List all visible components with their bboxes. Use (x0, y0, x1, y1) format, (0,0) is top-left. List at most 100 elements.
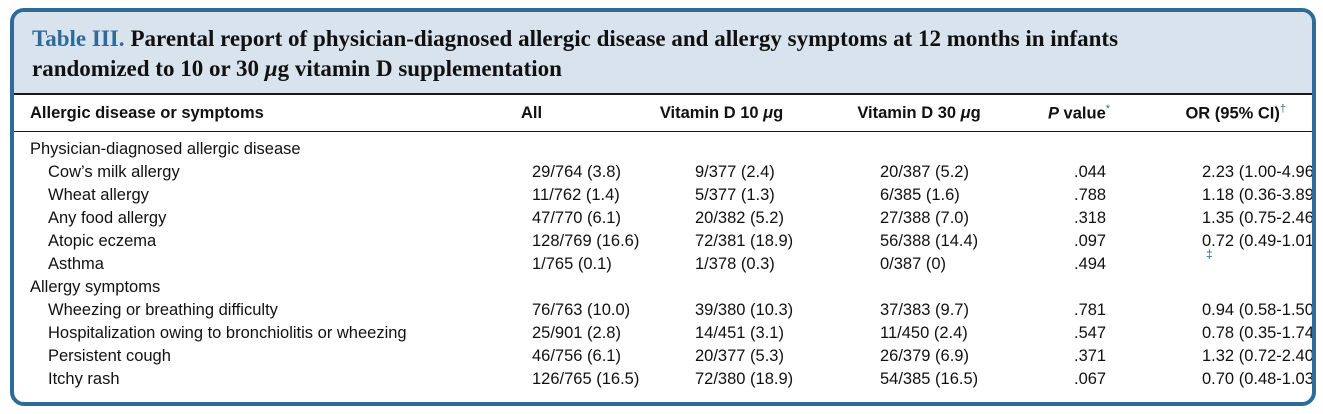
cell-or: 0.70 (0.48-1.03) (1202, 370, 1316, 388)
cell-all: 47/770 (6.1) (532, 209, 621, 227)
cell-all: 76/763 (10.0) (532, 301, 631, 319)
cell-or: 2.23 (1.00-4.96) (1202, 163, 1316, 181)
cell-p-value: .788 (1074, 186, 1107, 204)
table-row: Persistent cough 46/756 (6.1) 20/377 (5.… (14, 345, 1312, 368)
cell-or: 0.94 (0.58-1.50) (1202, 301, 1316, 319)
cell-all: 46/756 (6.1) (532, 347, 621, 365)
row-label: Persistent cough (48, 347, 171, 365)
cell-vitd-30: 11/450 (2.4) (880, 324, 968, 342)
header-vitd-30-pre: Vitamin D 30 (857, 103, 961, 122)
row-label: Atopic eczema (48, 232, 157, 250)
header-p-footnote-mark[interactable]: * (1105, 102, 1111, 115)
header-or-text: OR (95% CI) (1185, 104, 1280, 123)
cell-vitd-10: 20/382 (5.2) (695, 209, 784, 227)
section-title: Allergy symptoms (30, 278, 161, 296)
table-row: Hospitalization owing to bronchiolitis o… (14, 322, 1312, 345)
table-caption: Table III. Parental report of physician-d… (14, 12, 1312, 95)
cell-vitd-10: 72/381 (18.9) (695, 232, 794, 250)
table-row: Any food allergy 47/770 (6.1) 20/382 (5.… (14, 207, 1312, 230)
header-p-value: P value* (1014, 95, 1144, 132)
header-vitd-10-mu: μ (763, 103, 774, 122)
cell-vitd-10: 20/377 (5.3) (695, 347, 784, 365)
cell-vitd-10: 39/380 (10.3) (695, 301, 794, 319)
caption-line-1: Table III. Parental report of physician-d… (32, 24, 1294, 54)
row-label: Asthma (48, 255, 104, 273)
cell-all: 1/765 (0.1) (532, 255, 612, 273)
header-or: OR (95% CI)† (1144, 95, 1312, 132)
cell-vitd-30: 6/385 (1.6) (880, 186, 960, 204)
header-vitd-10-post: g (773, 103, 784, 122)
cell-vitd-30: 54/385 (16.5) (880, 370, 979, 388)
section-row: Physician-diagnosed allergic disease (14, 132, 1312, 162)
cell-all: 25/901 (2.8) (532, 324, 621, 342)
cell-vitd-10: 5/377 (1.3) (695, 186, 775, 204)
data-table: Allergic disease or symptoms All Vitamin… (14, 95, 1312, 391)
cell-or: 1.35 (0.75-2.46) (1202, 209, 1316, 227)
cell-or: 0.78 (0.35-1.74) (1202, 324, 1316, 342)
header-row: Allergic disease or symptoms All Vitamin… (14, 95, 1312, 132)
header-label-text: Allergic disease or symptoms (30, 103, 264, 122)
cell-all: 29/764 (3.8) (532, 163, 621, 181)
section-title: Physician-diagnosed allergic disease (30, 140, 301, 158)
caption-text-2a: randomized to 10 or 30 (32, 56, 265, 81)
table-row: Wheezing or breathing difficulty 76/763 … (14, 299, 1312, 322)
caption-line-2: randomized to 10 or 30 μg vitamin D supp… (32, 54, 1294, 84)
header-vitd-10-pre: Vitamin D 10 (659, 103, 764, 122)
header-or-footnote-mark[interactable]: † (1279, 102, 1286, 115)
caption-text-2b: g vitamin D supplementation (277, 56, 562, 81)
header-vitd-30-mu: μ (960, 103, 971, 122)
cell-vitd-10: 9/377 (2.4) (695, 163, 775, 181)
cell-or: 1.32 (0.72-2.40) (1202, 347, 1316, 365)
table-row: Itchy rash 126/765 (16.5) 72/380 (18.9) … (14, 368, 1312, 391)
header-all-text: All (520, 103, 543, 122)
cell-p-value: .547 (1074, 324, 1107, 342)
section-row: Allergy symptoms (14, 276, 1312, 299)
header-vitd-30: Vitamin D 30 μg (824, 95, 1014, 132)
table-body: Physician-diagnosed allergic disease Cow… (14, 132, 1312, 392)
caption-mu: μ (264, 56, 278, 81)
cell-vitd-30: 37/383 (9.7) (880, 301, 969, 319)
table-row: Cow’s milk allergy 29/764 (3.8) 9/377 (2… (14, 161, 1312, 184)
table-label: Table III. (32, 26, 125, 51)
caption-text-1: Parental report of physician-diagnosed a… (130, 26, 1119, 51)
cell-all: 128/769 (16.6) (532, 232, 640, 250)
cell-p-value: .097 (1074, 232, 1107, 250)
header-all: All (444, 95, 619, 132)
cell-all: 11/762 (1.4) (532, 186, 620, 204)
cell-p-value: .781 (1074, 301, 1107, 319)
header-label: Allergic disease or symptoms (14, 95, 444, 132)
header-p-italic: P (1047, 104, 1059, 123)
cell-p-value: .067 (1074, 370, 1107, 388)
cell-or: 1.18 (0.36-3.89) (1202, 186, 1316, 204)
cell-vitd-10: 14/451 (3.1) (695, 324, 784, 342)
row-label: Any food allergy (48, 209, 167, 227)
cell-vitd-10: 72/380 (18.9) (695, 370, 794, 388)
row-label: Wheat allergy (48, 186, 149, 204)
cell-all: 126/765 (16.5) (532, 370, 640, 388)
header-vitd-30-post: g (970, 103, 981, 122)
table-frame: Table III. Parental report of physician-d… (10, 8, 1316, 406)
cell-vitd-30: 20/387 (5.2) (880, 163, 969, 181)
cell-p-value: .044 (1074, 163, 1107, 181)
table-row: Atopic eczema 128/769 (16.6) 72/381 (18.… (14, 230, 1312, 261)
header-p-rest: value (1058, 104, 1106, 123)
cell-p-value: .318 (1074, 209, 1107, 227)
cell-vitd-30: 27/388 (7.0) (880, 209, 969, 227)
row-label: Itchy rash (48, 370, 120, 388)
cell-vitd-30: 26/379 (6.9) (880, 347, 969, 365)
row-label: Cow’s milk allergy (48, 163, 180, 181)
cell-vitd-30: 56/388 (14.4) (880, 232, 979, 250)
cell-p-value: .371 (1074, 347, 1107, 365)
header-vitd-10: Vitamin D 10 μg (619, 95, 824, 132)
row-label: Wheezing or breathing difficulty (48, 301, 278, 319)
cell-p-value: .494 (1074, 255, 1107, 273)
cell-vitd-30: 0/387 (0) (880, 255, 947, 273)
cell-vitd-10: 1/378 (0.3) (695, 255, 775, 273)
row-label: Hospitalization owing to bronchiolitis o… (48, 324, 407, 342)
table-row: Wheat allergy 11/762 (1.4) 5/377 (1.3) 6… (14, 184, 1312, 207)
table-row: Asthma 1/765 (0.1) 1/378 (0.3) 0/387 (0)… (14, 253, 1312, 276)
double-dagger-mark[interactable]: ‡ (1206, 247, 1213, 261)
cell-or: 0.72 (0.49-1.01) ‡ (1144, 230, 1312, 261)
cell-or (1144, 253, 1312, 276)
cell-or-text: 0.72 (0.49-1.01) (1202, 232, 1316, 250)
